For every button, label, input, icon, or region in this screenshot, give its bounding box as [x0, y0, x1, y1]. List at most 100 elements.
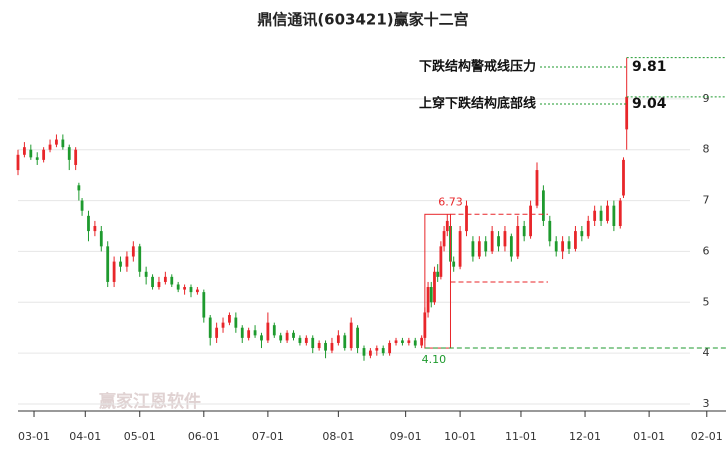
candle-body [586, 220, 590, 237]
candle-body [80, 200, 84, 211]
signal-value: 9.04 [632, 96, 667, 112]
candle-body [477, 241, 481, 257]
candle-body [112, 261, 116, 282]
candle-body [317, 342, 321, 349]
candle-body [574, 231, 577, 249]
candle-body [42, 149, 46, 160]
candle-body [452, 261, 456, 267]
candle-body [298, 337, 302, 343]
x-tick-label: 04-01 [69, 430, 101, 443]
candle-body [151, 276, 154, 288]
candle-body [99, 231, 103, 247]
candle-body [541, 190, 545, 221]
candle-body [221, 322, 225, 328]
candle-body [445, 220, 449, 232]
candle-body [381, 348, 385, 354]
candle-body [561, 241, 565, 252]
x-tick-label: 06-01 [188, 430, 220, 443]
candle-body [436, 271, 440, 277]
x-tick-label: 05-01 [124, 430, 156, 443]
candle-body [23, 147, 26, 155]
candle-body [516, 226, 520, 257]
candle-body [77, 185, 81, 191]
candle-body [253, 330, 257, 336]
candle-body [336, 335, 340, 343]
candle-body [407, 340, 411, 343]
x-tick-label: 02-01 [691, 430, 723, 443]
candle-body [35, 157, 39, 160]
candle-body [503, 231, 507, 247]
candle-body [490, 231, 494, 252]
candle-body [125, 256, 129, 267]
candle-body [401, 340, 404, 343]
candle-body [612, 205, 616, 226]
candle-body [343, 335, 347, 349]
candle-body [439, 246, 443, 277]
candle-body [311, 337, 315, 349]
x-tick-label: 03-01 [18, 430, 50, 443]
candle-body [189, 287, 193, 293]
candle-body [625, 96, 629, 130]
candle-body [29, 149, 33, 158]
candle-body [529, 205, 532, 237]
candle-body [458, 231, 462, 267]
candle-body [413, 340, 417, 346]
candle-body [433, 271, 436, 303]
candle-body [74, 149, 78, 165]
x-tick-label: 10-01 [444, 430, 476, 443]
candle-body [67, 147, 71, 160]
candle-body [593, 210, 597, 221]
candle-body [497, 236, 500, 247]
candle-body [131, 246, 135, 257]
y-tick-label: 4 [703, 346, 710, 359]
candle-body [548, 220, 552, 242]
signal-text: 下跌结构警戒线压力 [419, 59, 536, 75]
candle-body [426, 287, 430, 313]
candle-body [375, 348, 379, 351]
candle-body [324, 342, 327, 351]
candle-body [429, 287, 433, 303]
candle-body [157, 281, 161, 288]
candle-body [234, 317, 238, 328]
x-tick-label: 09-01 [390, 430, 422, 443]
signal-value: 9.81 [632, 59, 667, 75]
candle-body [266, 322, 270, 341]
candle-body [279, 335, 283, 341]
watermark: 赢家江恩软件 [99, 391, 201, 412]
candle-body [292, 332, 295, 338]
candle-body [87, 215, 90, 232]
candle-body [330, 342, 334, 351]
candle-body [202, 292, 206, 318]
x-tick-label: 07-01 [252, 430, 284, 443]
candle-body [215, 327, 219, 338]
candle-body [535, 170, 539, 206]
candle-body [349, 322, 353, 349]
candle-body [240, 327, 244, 338]
candle-body [622, 159, 625, 196]
candle-body [465, 205, 468, 232]
y-tick-label: 8 [703, 143, 710, 156]
candle-body [106, 246, 110, 282]
x-tick-label: 12-01 [569, 430, 601, 443]
candle-body [176, 284, 180, 290]
candle-body [567, 241, 571, 249]
candle-body [183, 287, 186, 290]
candle-body [522, 226, 526, 237]
y-tick-label: 9 [703, 92, 710, 105]
candle-body [388, 342, 392, 354]
candle-body [16, 154, 20, 171]
candle-body [368, 350, 372, 356]
candle-body [285, 332, 289, 341]
candle-body [260, 335, 263, 341]
candle-body [420, 337, 424, 346]
candle-body [93, 226, 97, 232]
signal-text: 上穿下跌结构底部线 [419, 96, 536, 112]
candle-body [554, 241, 558, 252]
candle-body [119, 261, 122, 267]
candle-body [196, 289, 199, 293]
candle-body [471, 241, 475, 257]
candle-body [442, 231, 446, 247]
candle-body [356, 327, 359, 349]
candle-body [484, 241, 488, 252]
